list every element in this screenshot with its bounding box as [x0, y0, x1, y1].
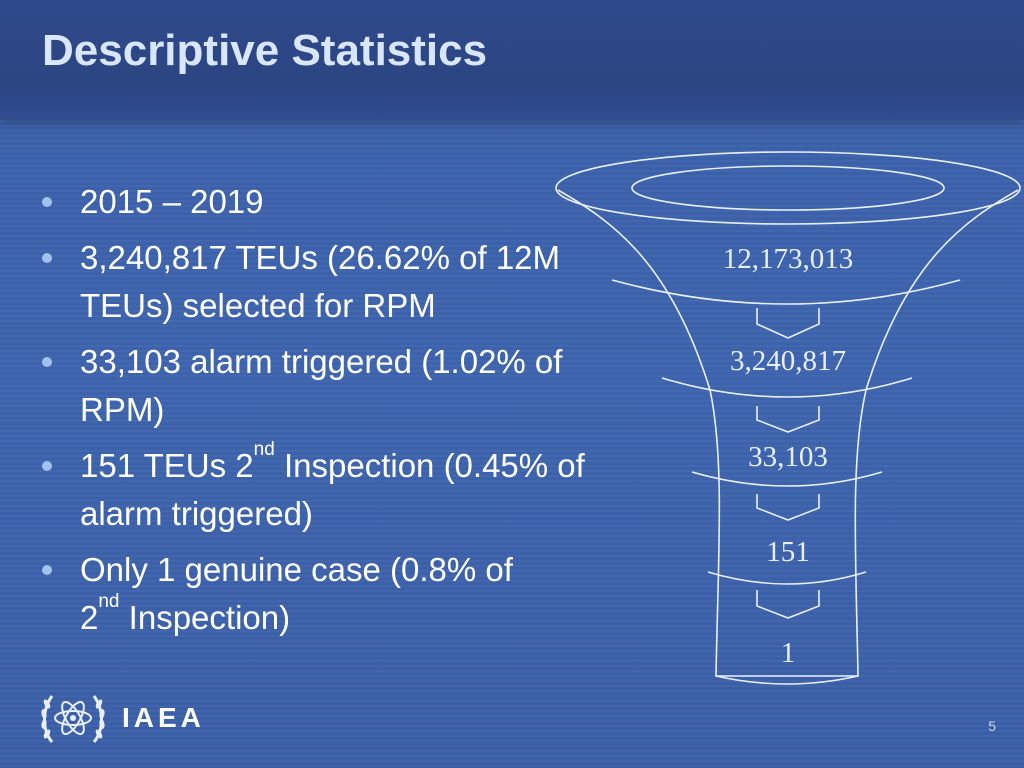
funnel-tier-line [611, 279, 961, 305]
bullet-dot [42, 253, 52, 263]
bullet-text: 3,240,817 TEUs (26.62% of 12M TEUs) sele… [80, 239, 561, 324]
bullet-dot [42, 461, 52, 471]
funnel-arrow-icon [756, 494, 820, 521]
header-band [0, 0, 1024, 120]
bullet-superscript: nd [253, 439, 275, 460]
bullet-text-pre: 2 [80, 599, 99, 636]
bullet-superscript: nd [98, 591, 120, 612]
bullet-dot [42, 357, 52, 367]
bullet-text-post: Inspection) [119, 599, 291, 636]
iaea-emblem-icon [41, 695, 105, 743]
funnel-arrow-icon [756, 406, 820, 433]
bullet-list: 2015 – 2019 3,240,817 TEUs (26.62% of 12… [42, 178, 622, 650]
funnel-arrow-icon [756, 308, 820, 339]
bullet-item: 2015 – 2019 [42, 178, 622, 226]
bullet-text-line1: Only 1 genuine case (0.8% of [80, 551, 513, 588]
funnel-arrow-icon [756, 590, 820, 619]
bullet-item: 33,103 alarm triggered (1.02% of RPM) [42, 338, 622, 434]
funnel-tier-line [707, 571, 867, 585]
bullet-text-pre: 151 TEUs 2 [80, 447, 254, 484]
funnel-tier-line [691, 471, 883, 487]
bullet-text-post: Inspection (0.45% of alarm triggered) [80, 447, 585, 532]
slide-title: Descriptive Statistics [42, 26, 488, 75]
page-number: 5 [988, 718, 996, 734]
funnel-diagram: 12,173,013 3,240,817 33,103 151 1 [555, 151, 1021, 685]
bullet-dot [42, 565, 52, 575]
funnel-tier-line [661, 377, 913, 398]
funnel-outline [557, 189, 1019, 677]
funnel-rim-inner [631, 165, 945, 211]
bullet-item: 151 TEUs 2nd Inspection (0.45% of alarm … [42, 439, 622, 538]
bullet-dot [42, 197, 52, 207]
funnel-rim-outer [555, 151, 1021, 225]
funnel-level-label: 1 [781, 637, 796, 669]
bullet-text: 2015 – 2019 [80, 183, 264, 220]
bullet-text: 33,103 alarm triggered (1.02% of RPM) [80, 343, 563, 428]
iaea-logo-text: IAEA [122, 702, 205, 733]
funnel-base [715, 675, 859, 685]
funnel-level-label: 33,103 [748, 441, 828, 473]
bullet-item: 3,240,817 TEUs (26.62% of 12M TEUs) sele… [42, 234, 622, 330]
funnel-level-label: 151 [766, 536, 810, 568]
funnel-level-label: 12,173,013 [723, 243, 854, 275]
bullet-item: Only 1 genuine case (0.8% of 2nd Inspect… [42, 546, 622, 642]
funnel-level-label: 3,240,817 [730, 345, 846, 377]
